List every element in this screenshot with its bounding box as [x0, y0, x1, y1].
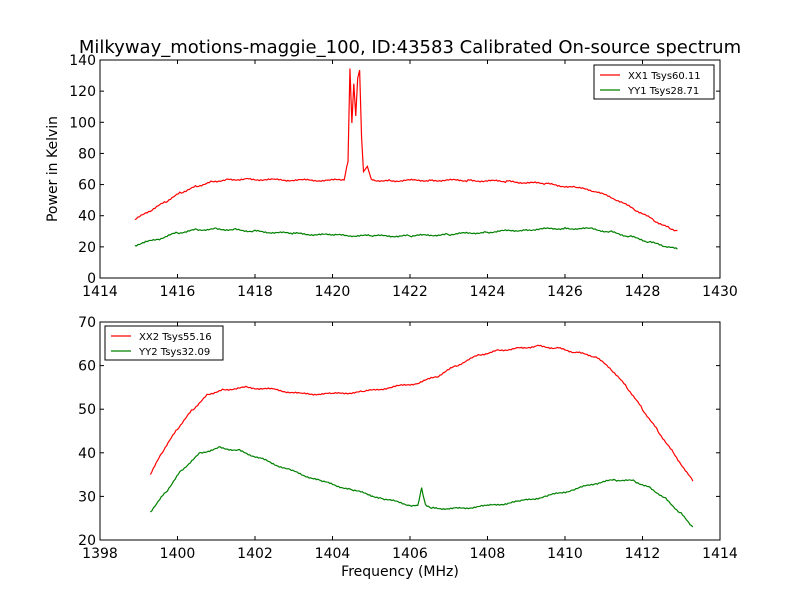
y-tick-label: 120	[69, 84, 96, 100]
x-tick-label: 1422	[392, 284, 428, 300]
legend: XX2 Tsys55.16 YY2 Tsys32.09	[104, 325, 224, 361]
x-axis-label: Frequency (MHz)	[341, 564, 459, 580]
legend-box	[593, 64, 715, 100]
series-line-xx	[134, 68, 678, 232]
x-tick-label: 1404	[315, 546, 351, 562]
y-tick-label: 100	[69, 115, 96, 131]
series-line-xx	[149, 344, 694, 482]
y-tick-label: 50	[78, 402, 96, 418]
y-axis-label: Power in Kelvin	[45, 116, 61, 222]
x-tick-label: 1414	[702, 546, 738, 562]
x-tick-label: 1412	[625, 546, 661, 562]
y-tick-label: 80	[78, 146, 96, 162]
x-tick-label: 1416	[160, 284, 196, 300]
figure-title: Milkyway_motions-maggie_100, ID:43583 Ca…	[79, 37, 741, 58]
y-tick-label: 60	[78, 178, 96, 194]
y-tick-label: 30	[78, 489, 96, 505]
x-tick-label: 1400	[160, 546, 196, 562]
x-tick-label: 1414	[82, 284, 118, 300]
x-tick-label: 1420	[315, 284, 351, 300]
series-line-yy	[149, 446, 694, 528]
x-tick-label: 1402	[237, 546, 273, 562]
x-tick-label: 1406	[392, 546, 428, 562]
series-line-yy	[134, 226, 678, 250]
x-tick-label: 1424	[470, 284, 506, 300]
legend-label: XX1 Tsys60.11	[628, 71, 701, 82]
x-tick-label: 1428	[625, 284, 661, 300]
x-tick-label: 1408	[470, 546, 506, 562]
x-tick-label: 1430	[702, 284, 738, 300]
x-tick-label: 1426	[547, 284, 583, 300]
y-tick-label: 40	[78, 446, 96, 462]
y-tick-label: 20	[78, 533, 96, 549]
y-tick-label: 0	[87, 271, 96, 287]
x-tick-label: 1410	[547, 546, 583, 562]
top-spectrum-panel: 1414 1416 1418 1420 1422 1424 1426 1428 1430 0 20 4…	[45, 53, 738, 300]
y-tick-label: 60	[78, 359, 96, 375]
x-tick-label: 1398	[82, 546, 118, 562]
legend-box	[104, 325, 224, 361]
x-tick-label: 1418	[237, 284, 273, 300]
legend: XX1 Tsys60.11 YY1 Tsys28.71	[593, 64, 715, 100]
y-tick-label: 70	[78, 315, 96, 331]
bottom-spectrum-panel: 1398 1400 1402 1404 1406 1408 1410 1412 1414 20 30…	[78, 315, 738, 580]
legend-label: YY1 Tsys28.71	[627, 86, 699, 97]
y-tick-label: 140	[69, 53, 96, 69]
y-tick-label: 20	[78, 240, 96, 256]
legend-label: XX2 Tsys55.16	[139, 332, 212, 343]
y-tick-label: 40	[78, 209, 96, 225]
legend-label: YY2 Tsys32.09	[138, 347, 210, 358]
